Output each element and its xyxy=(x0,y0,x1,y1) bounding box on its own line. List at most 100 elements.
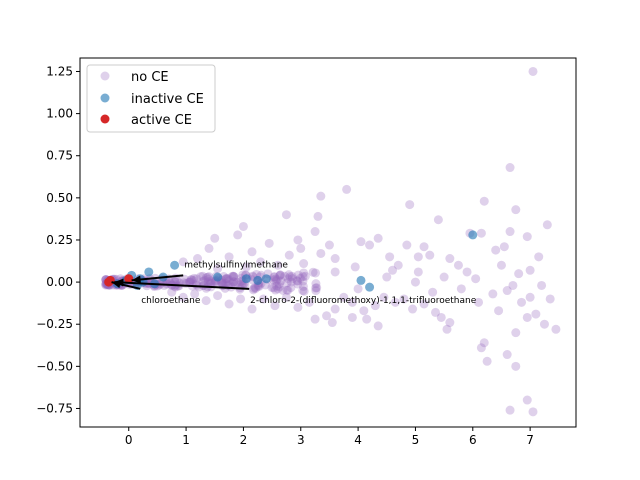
annotation-arrow-head xyxy=(131,275,141,284)
point-no-ce xyxy=(224,252,234,262)
point-no-ce xyxy=(399,294,409,304)
point-no-ce xyxy=(293,235,303,245)
annotation-arrow-head xyxy=(114,278,124,287)
x-tick-label: 1 xyxy=(182,433,190,447)
point-no-ce xyxy=(330,254,340,264)
point-no-ce xyxy=(482,356,492,366)
point-no-ce xyxy=(419,299,429,309)
point-no-ce xyxy=(347,312,357,322)
point-no-ce-cluster xyxy=(227,271,237,281)
point-no-ce xyxy=(505,227,515,237)
point-inactive-ce xyxy=(365,282,375,292)
y-axis-ticks: −0.75 −0.50 −0.25 0.00 0.25 0.50 0.75 1.00 1.25 xyxy=(36,64,80,415)
point-no-ce xyxy=(310,314,320,324)
point-no-ce-cluster xyxy=(218,278,228,288)
point-no-ce-cluster xyxy=(229,277,239,287)
point-no-ce-cluster xyxy=(230,280,240,290)
point-no-ce xyxy=(522,312,532,322)
point-no-ce xyxy=(324,240,334,250)
plot-frame xyxy=(79,57,577,428)
point-no-ce xyxy=(539,319,549,329)
point-no-ce xyxy=(236,294,246,304)
annotation-label: 2-chloro-2-(difluoromethoxy)-1,1,1-trifl… xyxy=(250,296,477,306)
point-no-ce-cluster xyxy=(293,270,303,280)
point-no-ce-cluster xyxy=(267,282,277,292)
point-no-ce-cluster xyxy=(198,276,208,286)
point-no-ce xyxy=(373,233,383,243)
x-axis-ticks: 0 1 2 3 4 5 6 7 xyxy=(125,427,534,447)
point-no-ce xyxy=(456,284,466,294)
y-tick-label: −0.75 xyxy=(36,401,73,415)
point-no-ce-cluster xyxy=(229,271,239,281)
point-no-ce-cluster xyxy=(228,278,238,288)
point-no-ce xyxy=(534,252,544,262)
x-tick-label: 6 xyxy=(469,433,477,447)
point-no-ce xyxy=(284,250,294,260)
point-no-ce xyxy=(213,291,223,301)
point-no-ce-cluster xyxy=(204,272,214,282)
point-no-ce xyxy=(462,267,472,277)
point-no-ce xyxy=(310,227,320,237)
point-no-ce-cluster xyxy=(250,282,260,292)
point-no-ce xyxy=(439,272,449,282)
point-no-ce-cluster xyxy=(198,280,208,290)
legend-label-inactive-ce: inactive CE xyxy=(131,92,204,107)
point-no-ce-cluster xyxy=(203,274,213,284)
point-no-ce xyxy=(445,254,455,264)
point-no-ce xyxy=(241,262,251,272)
point-no-ce-cluster xyxy=(278,285,288,295)
point-no-ce-cluster xyxy=(299,268,309,278)
point-inactive-ce xyxy=(144,267,154,277)
point-no-ce xyxy=(353,284,363,294)
point-no-ce xyxy=(494,306,504,316)
point-no-ce xyxy=(542,220,552,230)
point-no-ce xyxy=(382,272,392,282)
point-no-ce-cluster xyxy=(273,284,283,294)
point-no-ce-cluster xyxy=(221,274,231,284)
point-no-ce xyxy=(514,269,524,279)
point-no-ce-cluster xyxy=(188,275,198,285)
point-no-ce-cluster xyxy=(170,281,180,291)
y-tick-label: −0.25 xyxy=(36,317,73,331)
point-no-ce xyxy=(210,233,220,243)
point-no-ce-cluster xyxy=(269,283,279,293)
point-no-ce xyxy=(356,237,366,247)
point-no-ce-cluster xyxy=(170,276,180,286)
point-no-ce xyxy=(224,299,234,309)
point-no-ce xyxy=(359,306,369,316)
annotation-arrows xyxy=(111,274,250,290)
point-no-ce xyxy=(322,311,332,321)
point-no-ce xyxy=(537,280,547,290)
point-no-ce xyxy=(502,286,512,296)
point-no-ce xyxy=(479,338,489,348)
point-no-ce xyxy=(178,292,188,302)
point-no-ce xyxy=(247,304,257,314)
point-no-ce xyxy=(476,228,486,238)
point-no-ce-cluster xyxy=(308,267,318,277)
point-no-ce-cluster xyxy=(272,275,282,285)
point-no-ce xyxy=(342,184,352,194)
point-no-ce xyxy=(362,314,372,324)
point-no-ce-cluster xyxy=(274,279,284,289)
point-no-ce-cluster xyxy=(282,278,292,288)
y-tick-label: 1.00 xyxy=(46,107,73,121)
point-no-ce xyxy=(419,242,429,252)
point-no-ce-cluster xyxy=(295,273,305,283)
point-inactive-ce xyxy=(468,230,478,240)
point-no-ce xyxy=(393,260,403,270)
y-tick-label: −0.50 xyxy=(36,359,73,373)
point-no-ce-cluster xyxy=(251,283,261,293)
point-no-ce xyxy=(256,257,266,267)
point-no-ce xyxy=(296,243,306,253)
point-no-ce-cluster xyxy=(312,283,322,293)
point-no-ce-cluster xyxy=(298,276,308,286)
point-no-ce xyxy=(405,200,415,210)
point-no-ce xyxy=(511,328,521,338)
point-no-ce xyxy=(258,294,268,304)
x-tick-label: 4 xyxy=(354,433,362,447)
point-no-ce-cluster xyxy=(275,270,285,280)
point-no-ce xyxy=(502,350,512,360)
point-no-ce-cluster xyxy=(228,271,238,281)
point-no-ce xyxy=(385,252,395,262)
point-no-ce-cluster xyxy=(282,285,292,295)
